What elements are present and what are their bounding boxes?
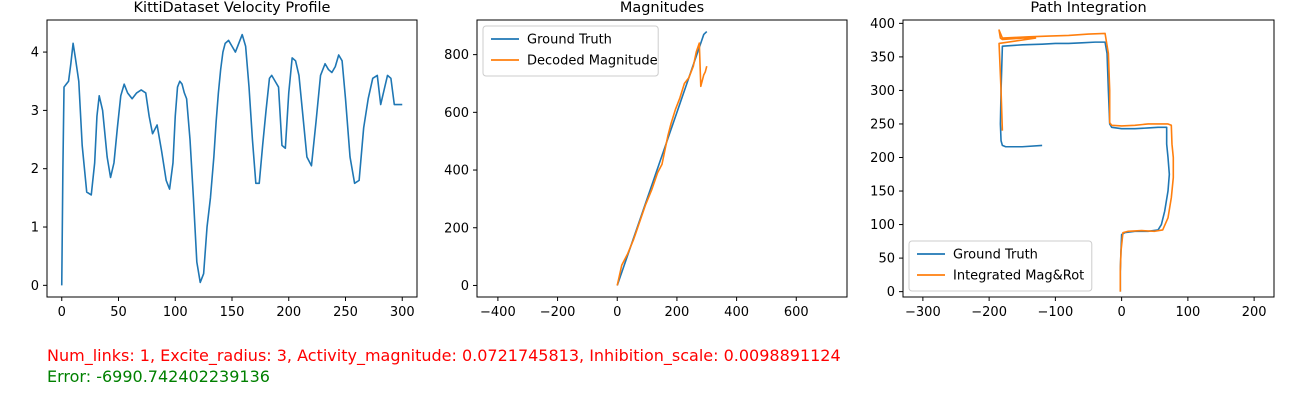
- series-line-0: [60, 33, 403, 286]
- x-tick-label: 0: [613, 305, 621, 320]
- axes-frame: [46, 19, 418, 298]
- chart-title: Path Integration: [1030, 0, 1146, 16]
- series-line-integrated-mag-rot: [998, 29, 1175, 292]
- error-text: Error: -6990.742402239136: [47, 367, 270, 386]
- y-tick-label: 200: [870, 151, 895, 166]
- x-tick-label: 50: [110, 305, 127, 320]
- x-tick-label: 100: [1175, 305, 1200, 320]
- y-tick-label: 0: [887, 285, 895, 300]
- series-group: [60, 33, 403, 286]
- axes-frame: [476, 19, 848, 298]
- legend-label: Integrated Mag&Rot: [953, 269, 1084, 284]
- y-tick-label: 250: [870, 117, 895, 132]
- x-tick-label: 200: [276, 305, 301, 320]
- magnitudes-panel: Magnitudes −400 −200 0 200 400 600 0 200 400 600 80…: [444, 0, 848, 320]
- legend: Ground Truth Integrated Mag&Rot: [908, 240, 1093, 292]
- x-tick-label: −200: [540, 305, 576, 320]
- axes-frame: [902, 19, 1275, 298]
- y-tick-label: 50: [878, 252, 895, 267]
- x-tick-label: −100: [1038, 305, 1074, 320]
- legend-label: Decoded Magnitude: [527, 54, 658, 69]
- y-tick-label: 4: [31, 46, 39, 61]
- y-tick-label: 350: [870, 50, 895, 65]
- legend-label: Ground Truth: [527, 33, 612, 48]
- legend-box: [908, 240, 1093, 292]
- series-group: [998, 29, 1175, 292]
- series-group: [616, 30, 708, 286]
- x-tick-label: 150: [220, 305, 245, 320]
- legend-label: Ground Truth: [953, 248, 1038, 263]
- path-integration-panel: Path Integration −300 −200 −100 0 100 200 0 50 10…: [870, 0, 1275, 320]
- chart-title: KittiDataset Velocity Profile: [134, 0, 331, 16]
- y-tick-label: 200: [444, 221, 469, 236]
- x-tick-label: −200: [971, 305, 1007, 320]
- chart-title: Magnitudes: [620, 0, 704, 16]
- x-tick-label: 0: [1117, 305, 1125, 320]
- y-tick-label: 3: [31, 104, 39, 119]
- y-tick-label: 0: [31, 279, 39, 294]
- x-tick-label: 0: [58, 305, 66, 320]
- x-tick-label: 300: [390, 305, 415, 320]
- y-tick-label: 150: [870, 185, 895, 200]
- y-tick-label: 400: [870, 17, 895, 32]
- x-tick-label: −400: [480, 305, 516, 320]
- series-line-decoded-magnitude: [616, 42, 708, 286]
- x-tick-label: 200: [665, 305, 690, 320]
- y-tick-label: 100: [870, 218, 895, 233]
- legend-box: [482, 25, 659, 77]
- x-tick-label: −300: [905, 305, 941, 320]
- x-tick-label: 250: [333, 305, 358, 320]
- x-tick-label: 200: [1242, 305, 1267, 320]
- y-tick-label: 1: [31, 221, 39, 236]
- y-tick-label: 600: [444, 106, 469, 121]
- y-tick-label: 800: [444, 48, 469, 63]
- y-tick-label: 0: [461, 279, 469, 294]
- y-tick-label: 400: [444, 164, 469, 179]
- x-tick-label: 400: [724, 305, 749, 320]
- legend: Ground Truth Decoded Magnitude: [482, 25, 659, 77]
- y-tick-label: 300: [870, 84, 895, 99]
- y-tick-label: 2: [31, 162, 39, 177]
- parameters-text: Num_links: 1, Excite_radius: 3, Activity…: [47, 346, 841, 365]
- x-tick-label: 600: [784, 305, 809, 320]
- x-tick-label: 100: [163, 305, 188, 320]
